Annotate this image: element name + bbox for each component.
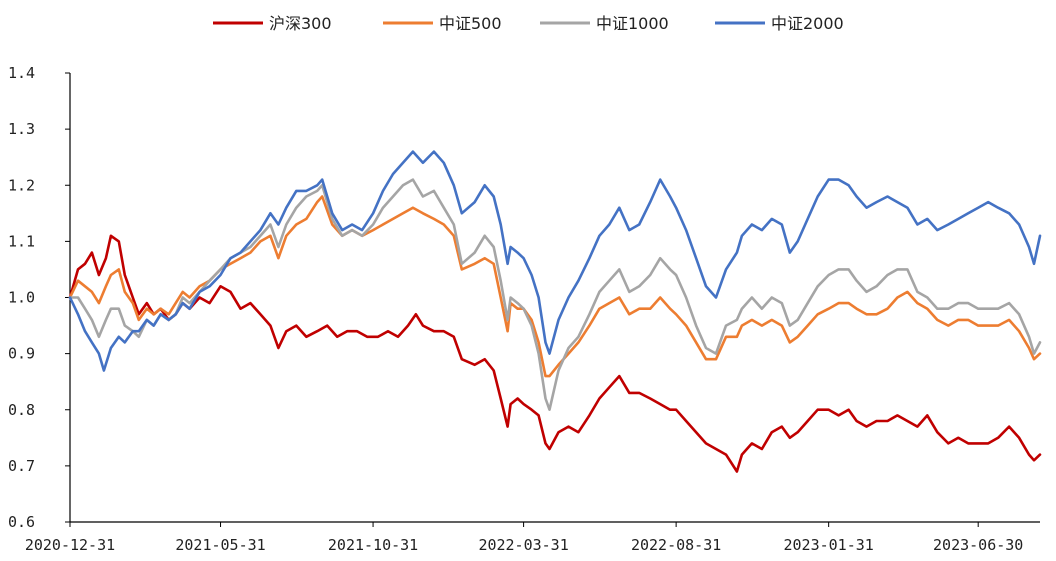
x-tick-label: 2022-03-31 <box>478 536 568 554</box>
legend-label-3: 中证1000 <box>596 14 669 33</box>
x-axis: 2020-12-31 2021-05-31 2021-10-31 2022-03-31… <box>25 521 1040 554</box>
legend-label-4: 中证2000 <box>771 14 844 33</box>
x-tick-label: 2021-05-31 <box>175 536 265 554</box>
plot-area <box>68 150 1042 473</box>
y-axis: 0.6 0.7 0.8 0.9 1.0 1.1 1.2 1.3 1.4 <box>8 64 71 531</box>
x-tick-label: 2023-06-30 <box>933 536 1023 554</box>
y-tick-label: 1.2 <box>8 176 35 194</box>
y-tick-label: 0.7 <box>8 457 35 475</box>
x-tick-label: 2021-10-31 <box>328 536 418 554</box>
y-tick-label: 1.1 <box>8 232 35 250</box>
y-tick-label: 1.0 <box>8 289 35 307</box>
y-tick-label: 0.6 <box>8 513 35 531</box>
legend-label-1: 沪深300 <box>269 14 332 33</box>
series-line-4 <box>68 150 1042 372</box>
y-tick-label: 0.8 <box>8 401 35 419</box>
y-tick-label: 1.4 <box>8 64 35 82</box>
legend-label-2: 中证500 <box>439 14 502 33</box>
y-tick-label: 1.3 <box>8 120 35 138</box>
x-tick-label: 2020-12-31 <box>25 536 115 554</box>
x-tick-label: 2023-01-31 <box>783 536 873 554</box>
series-line-2 <box>68 195 1042 378</box>
y-tick-label: 0.9 <box>8 345 35 363</box>
legend: 沪深300 中证500 中证1000 中证2000 <box>213 14 844 33</box>
series-line-1 <box>68 234 1042 473</box>
x-tick-label: 2022-08-31 <box>631 536 721 554</box>
